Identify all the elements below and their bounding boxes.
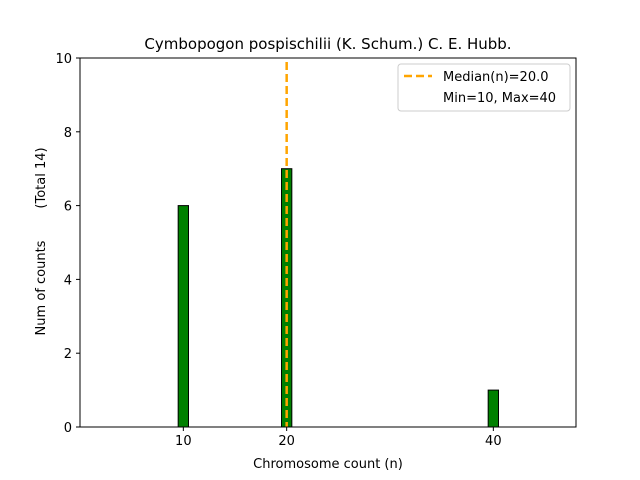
legend-box: [397, 63, 571, 112]
y-axis-total-label: (Total 14): [34, 147, 49, 208]
legend: Median(n)=20.0 Min=10, Max=40: [397, 63, 571, 112]
y-tick-label-4: 4: [64, 273, 72, 288]
x-tick-label-40: 40: [485, 434, 502, 449]
x-axis-label: Chromosome count (n): [253, 457, 403, 472]
y-tick-label-6: 6: [64, 200, 72, 215]
x-tick-label-10: 10: [175, 434, 192, 449]
legend-entry-median: Median(n)=20.0: [443, 70, 549, 85]
y-tick-label-2: 2: [64, 347, 72, 362]
chart-title: Cymbopogon pospischilii (K. Schum.) C. E…: [144, 35, 511, 53]
y-tick-label-10: 10: [55, 52, 72, 67]
y-tick-label-0: 0: [64, 421, 72, 436]
plot-frame: [79, 57, 577, 428]
x-tick-label-20: 20: [278, 434, 295, 449]
x-ticks: 10 20 40: [175, 427, 502, 449]
y-axis-label: Num of counts: [34, 240, 49, 335]
legend-entry-minmax: Min=10, Max=40: [443, 91, 556, 106]
bar-40: [487, 389, 499, 428]
bar-10: [177, 205, 190, 428]
bars-group: [177, 168, 499, 428]
y-tick-label-8: 8: [64, 126, 72, 141]
y-ticks: 0 2 4 6 8 10: [55, 52, 80, 436]
